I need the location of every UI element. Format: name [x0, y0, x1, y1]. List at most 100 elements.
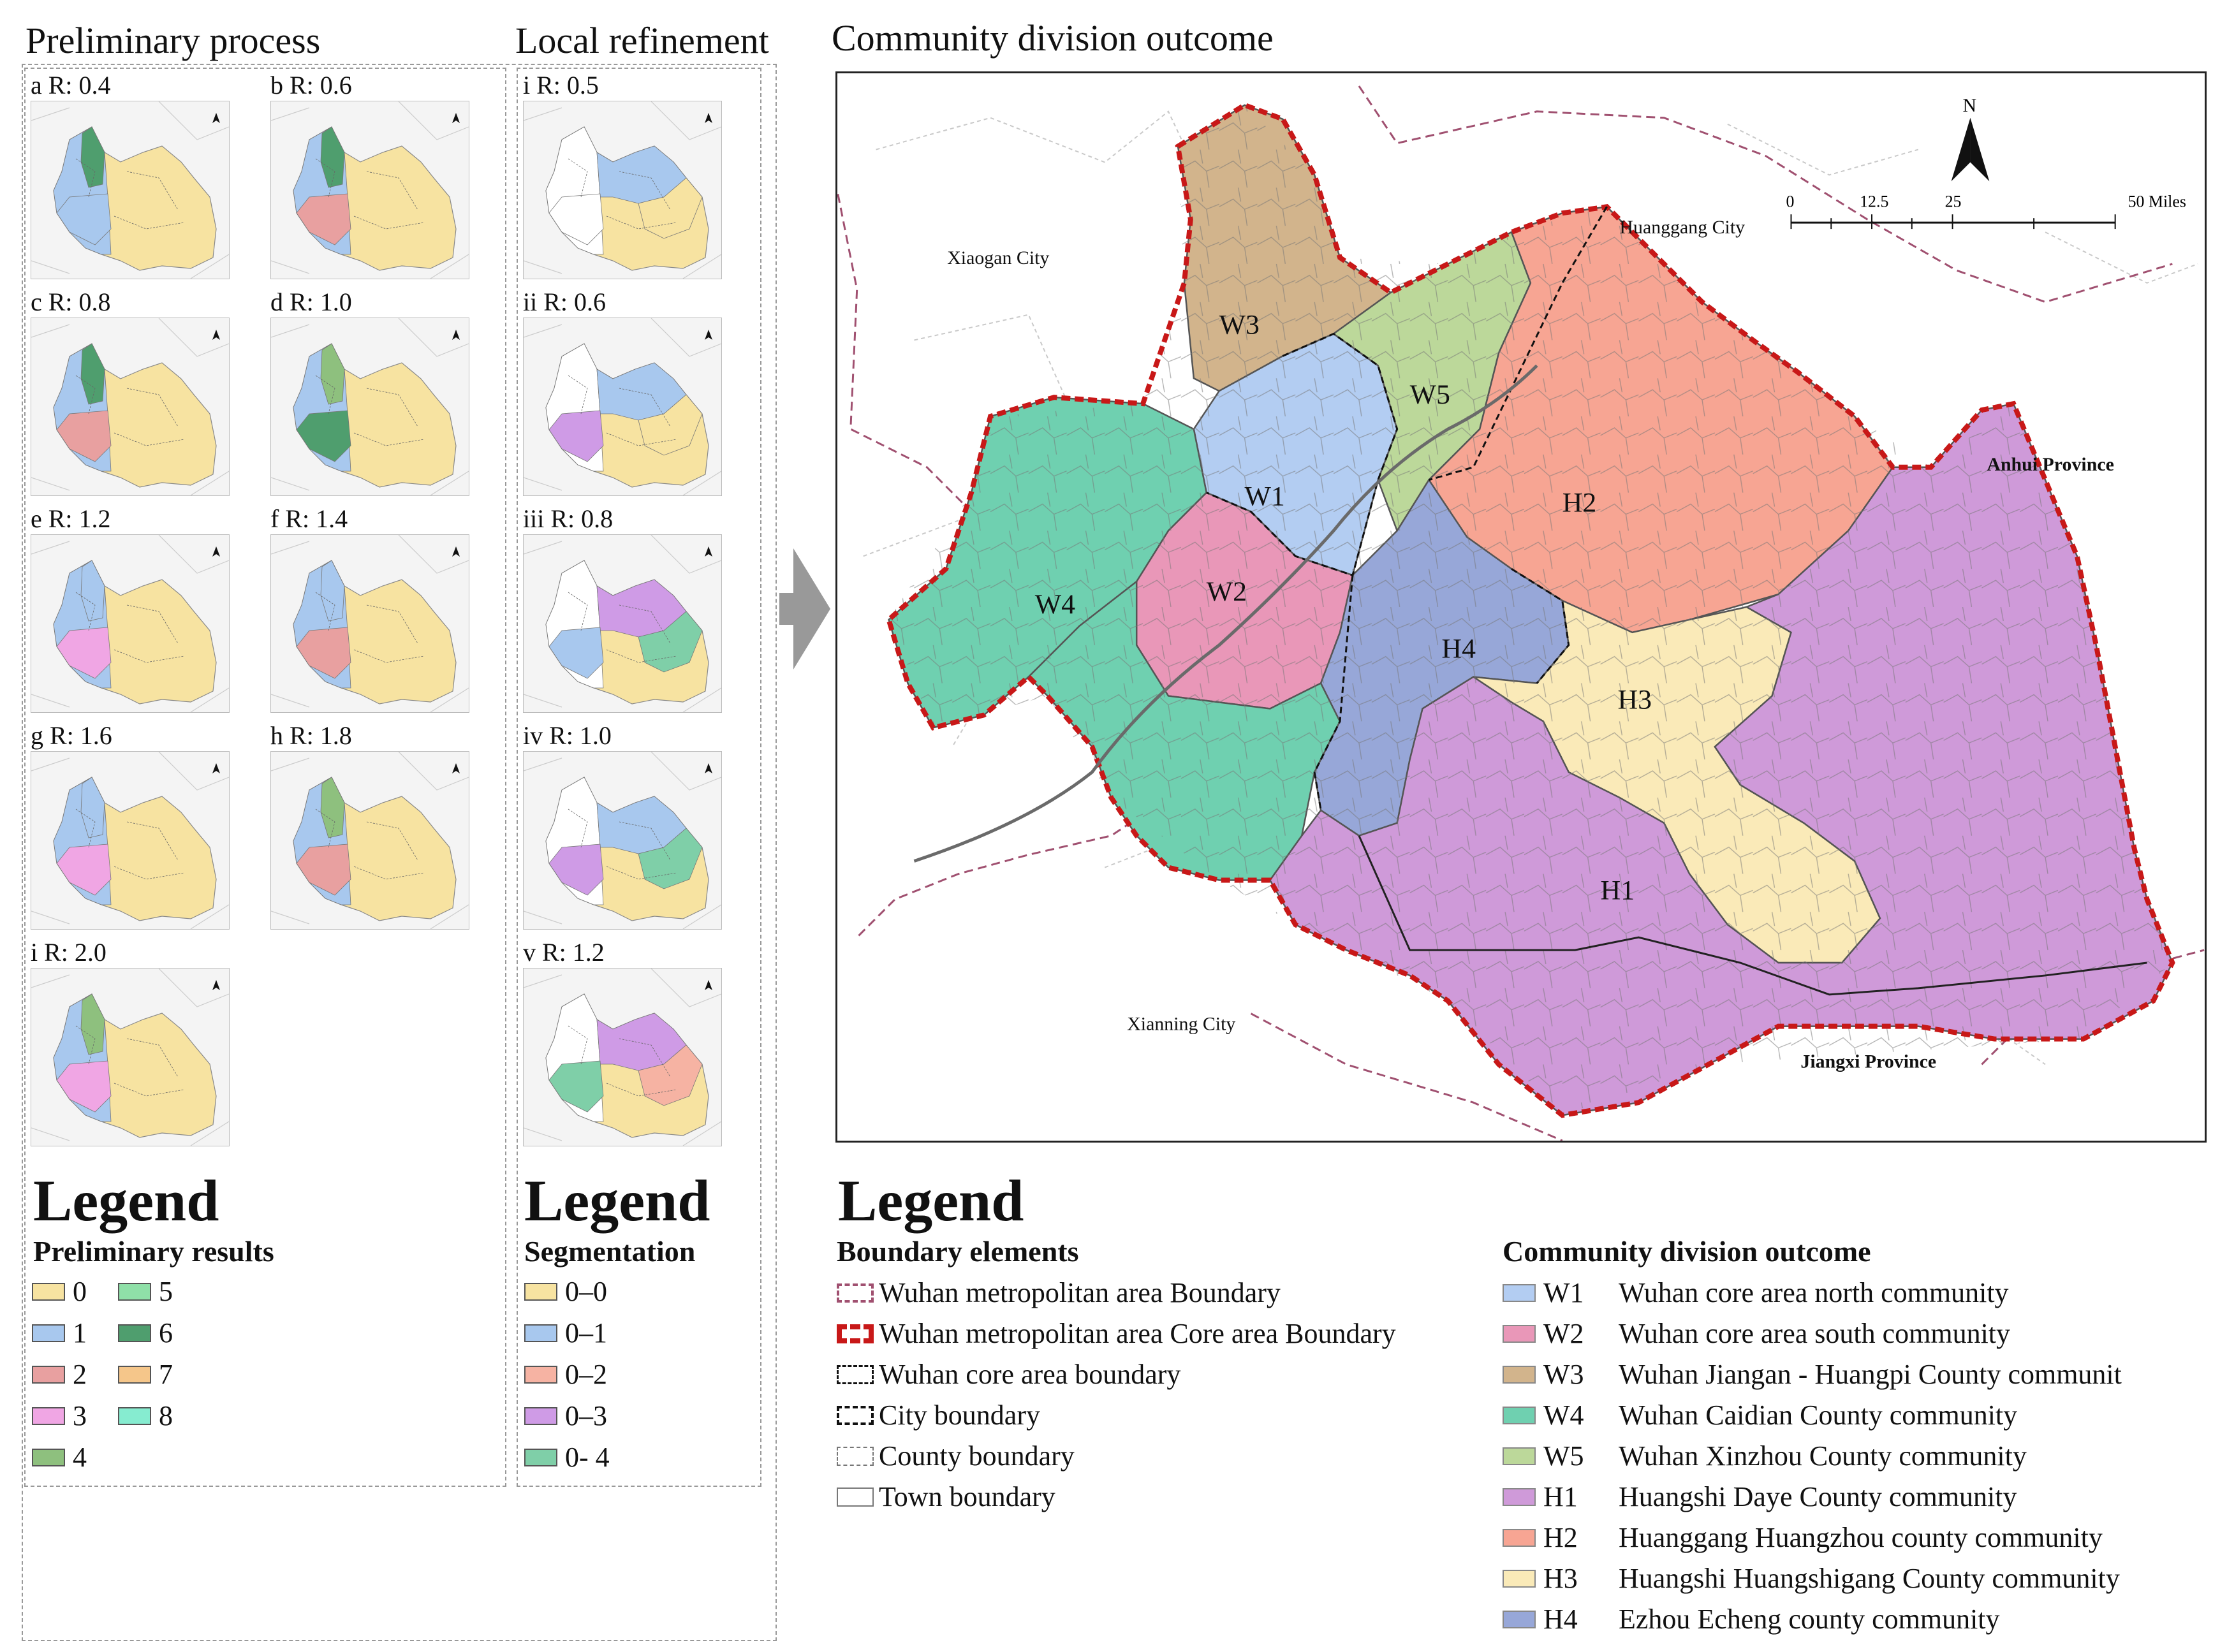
- label-huanggang: Huanggang City: [1619, 217, 1745, 238]
- legend-item-label: 4: [73, 1442, 87, 1473]
- scale-label-25: 25: [1945, 192, 1962, 210]
- label-h2: H2: [1562, 488, 1597, 518]
- preliminary-map-8: [270, 751, 469, 930]
- legend-swatch: [118, 1324, 151, 1342]
- preliminary-map-6-label: f R: 1.4: [270, 504, 348, 533]
- segmentation-legend-title: Legend: [524, 1168, 710, 1233]
- local-map-3: [523, 534, 722, 713]
- boundary-swatch: [837, 1283, 874, 1303]
- preliminary-map-9: [31, 968, 230, 1146]
- community-code: H2: [1543, 1522, 1578, 1553]
- community-legend-item: W2 Wuhan core area south community: [1503, 1317, 2010, 1350]
- main-map: W3 W5 W1 W2 W4 H2 H4 H3 H1 Xiaogan City …: [835, 71, 2207, 1143]
- boundary-legend-item: Town boundary: [837, 1480, 1055, 1513]
- preliminary-process-title: Preliminary process: [26, 20, 321, 61]
- community-swatch: [1503, 1365, 1536, 1384]
- community-label: Wuhan core area south community: [1619, 1318, 2011, 1349]
- legend-item-label: 2: [73, 1359, 87, 1390]
- local-map-3-label: iii R: 0.8: [523, 504, 614, 533]
- preliminary-map-7: [31, 751, 230, 930]
- preliminary-map-2: [270, 101, 469, 279]
- segmentation-legend-item: 0–2: [524, 1358, 607, 1391]
- community-code: W2: [1543, 1318, 1584, 1349]
- boundary-label: Town boundary: [879, 1481, 1055, 1512]
- label-anhui: Anhui Province: [1987, 454, 2113, 475]
- preliminary-legend-item: 6: [118, 1317, 173, 1349]
- label-w5: W5: [1410, 379, 1450, 410]
- segmentation-legend-item: 0–0: [524, 1275, 607, 1308]
- legend-item-label: 3: [73, 1400, 87, 1431]
- community-legend-item: W1 Wuhan core area north community: [1503, 1276, 2009, 1309]
- preliminary-map-3-label: c R: 0.8: [31, 288, 111, 316]
- segmentation-legend-item: 0–1: [524, 1317, 607, 1349]
- community-label: Wuhan core area north community: [1619, 1277, 2009, 1308]
- community-swatch: [1503, 1528, 1536, 1547]
- community-swatch: [1503, 1610, 1536, 1628]
- boundary-label: Wuhan core area boundary: [879, 1359, 1181, 1390]
- community-label: Wuhan Caidian County community: [1619, 1400, 2018, 1431]
- label-xianning: Xianning City: [1127, 1014, 1235, 1035]
- community-legend-item: H1 Huangshi Daye County community: [1503, 1480, 2017, 1513]
- legend-item-label: 0: [73, 1276, 87, 1307]
- preliminary-legend-subtitle: Preliminary results: [33, 1235, 274, 1268]
- legend-swatch: [524, 1448, 557, 1466]
- outer-left-frame: [22, 64, 777, 1641]
- community-swatch: [1503, 1488, 1536, 1506]
- community-code: H3: [1543, 1563, 1578, 1594]
- legend-item-label: 0–2: [565, 1359, 607, 1390]
- preliminary-legend-item: 2: [32, 1358, 87, 1391]
- preliminary-legend-item: 5: [118, 1275, 173, 1308]
- community-code: W1: [1543, 1277, 1584, 1308]
- core-area-boundary: [886, 102, 2175, 1118]
- legend-swatch: [524, 1407, 557, 1425]
- legend-swatch: [32, 1324, 65, 1342]
- legend-swatch: [32, 1407, 65, 1425]
- preliminary-map-1: [31, 101, 230, 279]
- preliminary-map-8-label: h R: 1.8: [270, 721, 352, 750]
- north-arrow-icon: N: [1951, 95, 1990, 182]
- preliminary-legend-item: 8: [118, 1400, 173, 1432]
- legend-item-label: 0–1: [565, 1317, 607, 1349]
- community-legend-item: W3 Wuhan Jiangan - Huangpi County communi…: [1503, 1358, 2122, 1391]
- preliminary-frame: [24, 68, 506, 1487]
- community-legend-item: W5 Wuhan Xinzhou County community: [1503, 1440, 2027, 1472]
- local-refinement-title: Local refinement: [515, 20, 769, 61]
- scale-label-50: 50 Miles: [2128, 192, 2186, 210]
- community-label: Ezhou Echeng county community: [1619, 1604, 2000, 1635]
- segmentation-legend-item: 0–3: [524, 1400, 607, 1432]
- legend-swatch: [32, 1448, 65, 1466]
- preliminary-map-5: [31, 534, 230, 713]
- community-code: W5: [1543, 1440, 1584, 1472]
- label-w3: W3: [1219, 310, 1260, 340]
- boundary-swatch: [837, 1487, 874, 1507]
- segmentation-legend-item: 0- 4: [524, 1441, 610, 1473]
- community-label: Huangshi Daye County community: [1619, 1481, 2017, 1512]
- boundary-elements-title: Boundary elements: [837, 1235, 1079, 1268]
- local-frame: [517, 68, 761, 1487]
- boundary-label: City boundary: [879, 1400, 1040, 1431]
- community-label: Huangshi Huangshigang County community: [1619, 1563, 2120, 1594]
- label-h4: H4: [1441, 634, 1476, 664]
- local-map-2-label: ii R: 0.6: [523, 288, 606, 316]
- community-code: H1: [1543, 1481, 1578, 1512]
- local-map-4-label: iv R: 1.0: [523, 721, 612, 750]
- boundary-legend-item: Wuhan metropolitan area Core area Bounda…: [837, 1317, 1396, 1350]
- legend-item-label: 0–3: [565, 1400, 607, 1431]
- legend-item-label: 6: [159, 1317, 173, 1349]
- community-legend-item: H3 Huangshi Huangshigang County community: [1503, 1562, 2120, 1595]
- preliminary-map-9-label: i R: 2.0: [31, 938, 107, 967]
- preliminary-map-5-label: e R: 1.2: [31, 504, 111, 533]
- label-h3: H3: [1617, 684, 1652, 715]
- boundary-swatch: [837, 1405, 874, 1425]
- community-legend-item: H4 Ezhou Echeng county community: [1503, 1603, 2000, 1635]
- community-swatch: [1503, 1324, 1536, 1343]
- local-map-1: [523, 101, 722, 279]
- boundary-legend-item: City boundary: [837, 1399, 1040, 1431]
- legend-item-label: 5: [159, 1276, 173, 1307]
- boundary-legend-item: Wuhan metropolitan area Boundary: [837, 1276, 1281, 1309]
- label-xiaogan: Xiaogan City: [947, 247, 1049, 268]
- svg-text:N: N: [1963, 95, 1977, 116]
- community-code: H4: [1543, 1604, 1578, 1635]
- local-map-4: [523, 751, 722, 930]
- label-w1: W1: [1245, 481, 1285, 512]
